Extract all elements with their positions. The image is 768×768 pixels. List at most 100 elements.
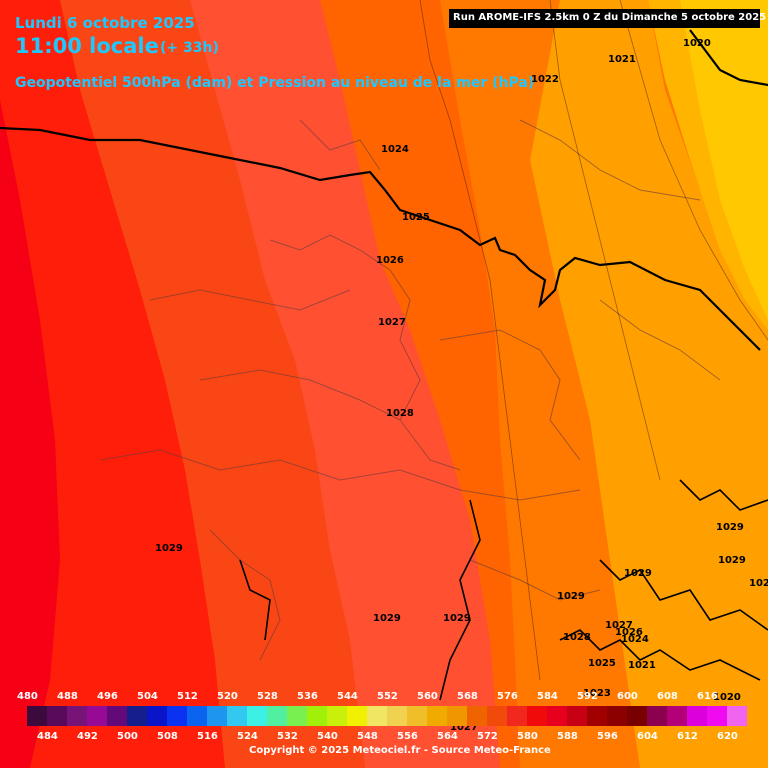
legend-top-label: 488 bbox=[57, 691, 78, 702]
legend-swatch bbox=[267, 706, 287, 726]
legend-bottom-label: 516 bbox=[197, 731, 218, 742]
legend-swatch bbox=[147, 706, 167, 726]
isobar-label: 1021 bbox=[628, 660, 656, 671]
isobar-label: 1025 bbox=[402, 212, 430, 223]
legend-top-label: 504 bbox=[137, 691, 158, 702]
legend-swatch bbox=[87, 706, 107, 726]
legend-swatch bbox=[387, 706, 407, 726]
legend-bottom-label: 580 bbox=[517, 731, 538, 742]
isobar-label: 1029 bbox=[155, 543, 183, 554]
legend-bottom-label: 540 bbox=[317, 731, 338, 742]
isobar-label: 1029 bbox=[373, 613, 401, 624]
legend-top-label: 560 bbox=[417, 691, 438, 702]
legend-swatch bbox=[347, 706, 367, 726]
isobar-label: 1026 bbox=[749, 578, 768, 589]
legend-swatch bbox=[327, 706, 347, 726]
legend-swatch bbox=[487, 706, 507, 726]
legend-swatch bbox=[447, 706, 467, 726]
isobar-label: 1020 bbox=[683, 38, 711, 49]
legend-swatch bbox=[227, 706, 247, 726]
legend-bottom-label: 612 bbox=[677, 731, 698, 742]
legend-swatch bbox=[547, 706, 567, 726]
legend-swatch bbox=[407, 706, 427, 726]
legend-swatch bbox=[427, 706, 447, 726]
isobar-label: 1022 bbox=[531, 74, 559, 85]
legend-swatch bbox=[667, 706, 687, 726]
legend-swatch bbox=[187, 706, 207, 726]
legend-bottom-label: 524 bbox=[237, 731, 258, 742]
legend-bottom-label: 604 bbox=[637, 731, 658, 742]
isobar-label: 1023 bbox=[583, 688, 611, 699]
isobar-lines bbox=[419, 0, 768, 681]
legend-bottom-label: 492 bbox=[77, 731, 98, 742]
isobar-label: 1029 bbox=[624, 568, 652, 579]
isobar-label: 1027 bbox=[378, 317, 406, 328]
band-584 bbox=[530, 0, 768, 768]
legend-swatch bbox=[627, 706, 647, 726]
copyright: Copyright © 2025 Meteociel.fr - Source M… bbox=[249, 745, 551, 756]
legend-swatch bbox=[507, 706, 527, 726]
legend-bottom-label: 532 bbox=[277, 731, 298, 742]
legend-bottom-label: 548 bbox=[357, 731, 378, 742]
legend-swatch bbox=[367, 706, 387, 726]
isobar-label: 1021 bbox=[608, 54, 636, 65]
isobar-label: 1028 bbox=[386, 408, 414, 419]
legend-swatch bbox=[287, 706, 307, 726]
legend-swatch bbox=[527, 706, 547, 726]
legend-swatch bbox=[607, 706, 627, 726]
legend-swatch bbox=[67, 706, 87, 726]
legend-top-label: 544 bbox=[337, 691, 358, 702]
legend-swatch bbox=[167, 706, 187, 726]
band-552 bbox=[0, 100, 60, 768]
isobar-label: 1029 bbox=[716, 522, 744, 533]
legend-bottom-label: 508 bbox=[157, 731, 178, 742]
legend-top-label: 568 bbox=[457, 691, 478, 702]
legend-swatch bbox=[687, 706, 707, 726]
legend-top-label: 592 bbox=[577, 691, 598, 702]
national-borders bbox=[0, 29, 768, 351]
legend-top-label: 480 bbox=[17, 691, 38, 702]
legend-swatch bbox=[567, 706, 587, 726]
legend-swatch bbox=[647, 706, 667, 726]
legend-bottom-label: 500 bbox=[117, 731, 138, 742]
isobar-label: 1024 bbox=[621, 634, 649, 645]
legend-swatch bbox=[127, 706, 147, 726]
run-info: Run AROME-IFS 2.5km 0 Z du Dimanche 5 oc… bbox=[453, 12, 767, 23]
isobar-label: 1026 bbox=[376, 255, 404, 266]
legend-top-label: 608 bbox=[657, 691, 678, 702]
lead-time: (+ 33h) bbox=[160, 40, 219, 56]
forecast-time: 11:00 locale bbox=[15, 34, 159, 58]
isobar-label: 1028 bbox=[563, 632, 591, 643]
legend-top-label: 616 bbox=[697, 691, 718, 702]
region-borders bbox=[99, 119, 721, 661]
legend-top-label: 512 bbox=[177, 691, 198, 702]
legend-bottom-label: 572 bbox=[477, 731, 498, 742]
legend-bottom-label: 596 bbox=[597, 731, 618, 742]
isobar-label: 1027 bbox=[450, 722, 478, 733]
color-legend bbox=[27, 706, 747, 726]
legend-swatch bbox=[247, 706, 267, 726]
legend-swatch bbox=[307, 706, 327, 726]
legend-top-label: 584 bbox=[537, 691, 558, 702]
isobar-label: 1026 bbox=[615, 627, 643, 638]
isobar-label: 1029 bbox=[443, 613, 471, 624]
legend-swatch bbox=[27, 706, 47, 726]
run-box bbox=[449, 9, 760, 28]
legend-bottom-label: 484 bbox=[37, 731, 58, 742]
legend-top-label: 496 bbox=[97, 691, 118, 702]
legend-swatch bbox=[587, 706, 607, 726]
parameter-title: Geopotentiel 500hPa (dam) et Pression au… bbox=[15, 75, 535, 91]
isobar-label: 1027 bbox=[605, 620, 633, 631]
legend-bottom-label: 564 bbox=[437, 731, 458, 742]
legend-top-label: 528 bbox=[257, 691, 278, 702]
legend-bottom-label: 588 bbox=[557, 731, 578, 742]
isobar-label: 1020 bbox=[713, 692, 741, 703]
legend-bottom-label: 620 bbox=[717, 731, 738, 742]
legend-bottom-label: 556 bbox=[397, 731, 418, 742]
isobar-label: 1024 bbox=[381, 144, 409, 155]
isobar-label: 1029 bbox=[718, 555, 746, 566]
legend-top-label: 576 bbox=[497, 691, 518, 702]
legend-top-label: 520 bbox=[217, 691, 238, 702]
